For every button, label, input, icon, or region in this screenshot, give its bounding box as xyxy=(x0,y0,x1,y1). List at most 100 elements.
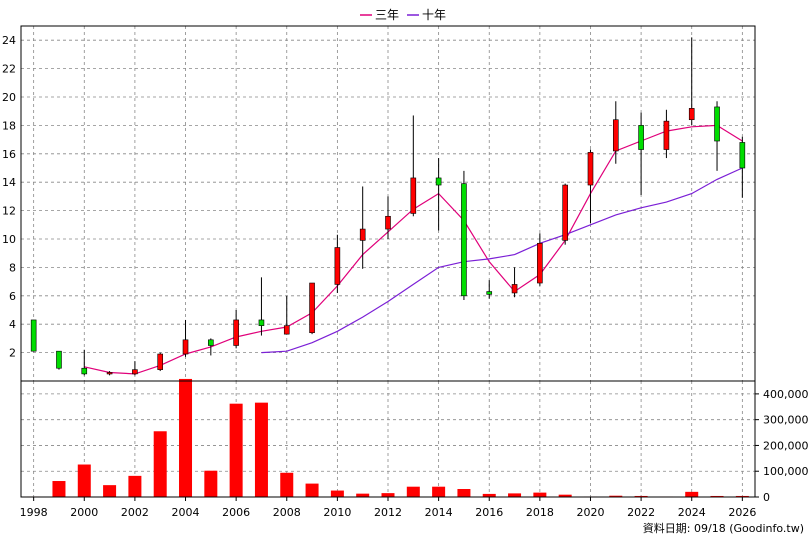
volume-bar xyxy=(482,493,496,497)
candle-body xyxy=(132,369,138,375)
volume-bar xyxy=(128,475,142,497)
price-tick-label: 18 xyxy=(2,119,16,132)
volume-bar xyxy=(330,490,344,497)
volume-bar xyxy=(432,486,446,497)
candle-body xyxy=(739,142,746,169)
candle-body xyxy=(638,125,644,150)
x-tick-label: 1998 xyxy=(20,506,48,519)
volume-bar xyxy=(179,378,193,497)
volume-bar xyxy=(229,403,243,497)
volume-bar xyxy=(52,481,66,497)
volume-bar xyxy=(685,491,699,497)
volume-tick-label: 300,000 xyxy=(763,414,808,427)
x-tick-label: 2012 xyxy=(374,506,402,519)
volume-bar xyxy=(634,495,648,497)
candle-body xyxy=(410,177,417,214)
candle-body xyxy=(334,247,341,285)
price-tick-label: 16 xyxy=(2,148,16,161)
x-tick-label: 2016 xyxy=(475,506,503,519)
volume-grid xyxy=(21,381,755,497)
candlesticks xyxy=(30,37,746,376)
volume-tick-label: 100,000 xyxy=(763,465,808,478)
x-tick-label: 2022 xyxy=(627,506,655,519)
candle-body xyxy=(486,291,493,295)
volume-bar xyxy=(508,493,522,497)
price-tick-label: 10 xyxy=(2,233,16,246)
volume-y-axis: 0 100,000 200,000 300,000 400,000 xyxy=(755,388,808,504)
price-tick-label: 24 xyxy=(2,34,16,47)
volume-bar xyxy=(457,489,471,497)
candle-body xyxy=(663,120,670,150)
volume-tick-label: 400,000 xyxy=(763,388,808,401)
volume-bar xyxy=(406,486,420,497)
legend-ma10-label: 十年 xyxy=(422,8,446,22)
candle-body xyxy=(56,350,62,369)
volume-bar xyxy=(280,472,294,497)
x-tick-label: 2006 xyxy=(222,506,250,519)
x-tick-label: 2004 xyxy=(172,506,200,519)
price-tick-label: 6 xyxy=(9,290,16,303)
price-tick-label: 20 xyxy=(2,91,16,104)
candle-body xyxy=(81,367,88,375)
candle-body xyxy=(258,319,265,326)
volume-bar xyxy=(381,493,395,497)
x-tick-label: 2008 xyxy=(273,506,301,519)
price-tick-label: 14 xyxy=(2,176,16,189)
candle-body xyxy=(562,184,568,241)
ma10-line xyxy=(261,167,743,354)
candle-body xyxy=(208,339,214,346)
price-tick-label: 2 xyxy=(9,347,16,360)
legend: 三年 十年 xyxy=(360,8,446,22)
volume-bar xyxy=(558,494,572,497)
volume-bar xyxy=(153,431,167,497)
candle-body xyxy=(182,339,189,355)
candle-body xyxy=(359,228,366,241)
legend-ma3-label: 三年 xyxy=(375,8,399,22)
candle-body xyxy=(511,284,518,294)
x-tick-label: 2020 xyxy=(576,506,604,519)
candle-body xyxy=(283,325,290,335)
x-tick-label: 2010 xyxy=(323,506,351,519)
candle-body xyxy=(385,215,391,230)
candle-body xyxy=(309,282,315,334)
volume-tick-label: 0 xyxy=(763,491,770,504)
price-tick-label: 22 xyxy=(2,63,16,76)
x-tick-label: 2026 xyxy=(728,506,756,519)
volume-bar xyxy=(103,485,117,497)
candle-body xyxy=(537,242,543,284)
candle-body xyxy=(233,319,239,346)
price-tick-label: 4 xyxy=(9,318,16,331)
x-tick-label: 2018 xyxy=(526,506,554,519)
candle-body xyxy=(714,106,720,142)
volume-bar xyxy=(77,464,91,497)
price-tick-label: 12 xyxy=(2,205,16,218)
volume-tick-label: 200,000 xyxy=(763,439,808,452)
x-tick-label: 2024 xyxy=(678,506,706,519)
volume-bar xyxy=(356,493,370,497)
price-tick-label: 8 xyxy=(9,261,16,274)
candle-body xyxy=(106,372,113,375)
candle-body xyxy=(461,183,467,297)
candle-body xyxy=(30,319,37,352)
volume-bar xyxy=(735,495,749,497)
plot-frames xyxy=(20,25,756,498)
volume-bar xyxy=(305,483,319,497)
x-axis: 1998 2000 2002 2004 2006 2008 2010 2012 2014 2016… xyxy=(20,497,756,519)
volume-bar xyxy=(609,495,623,497)
volume-bar xyxy=(254,402,268,497)
candle-body xyxy=(157,353,164,370)
x-tick-label: 2000 xyxy=(70,506,98,519)
volume-bar xyxy=(204,470,218,497)
candle-body xyxy=(612,119,619,152)
x-tick-label: 2014 xyxy=(425,506,453,519)
volume-panel-frame xyxy=(20,380,756,498)
x-tick-label: 2002 xyxy=(121,506,149,519)
candle-body xyxy=(435,177,442,186)
source-note: 資料日期: 09/18 (Goodinfo.tw) xyxy=(643,521,804,535)
volume-bar xyxy=(710,495,724,497)
candle-body xyxy=(587,152,594,186)
candle-body xyxy=(688,108,695,121)
